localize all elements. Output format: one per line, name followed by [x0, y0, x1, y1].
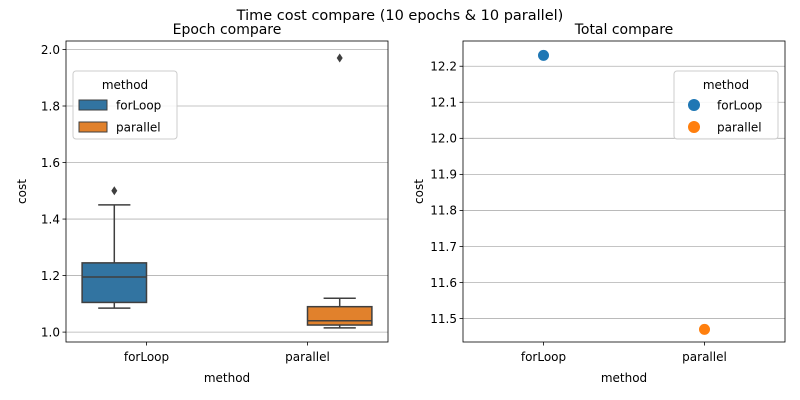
epoch-ytick-label: 1.6 [41, 156, 60, 170]
total-ytick-label: 12.1 [430, 96, 457, 110]
scatter-point-forLoop [538, 49, 549, 61]
box-forLoop [81, 262, 148, 304]
epoch-ytick-label: 1.0 [41, 325, 60, 339]
scatter-point-parallel [699, 323, 710, 335]
total-legend-frame [673, 70, 779, 140]
legend-swatch-forLoop [78, 99, 108, 111]
total-title: Total compare [574, 22, 674, 38]
epoch-ylabel: cost [15, 179, 29, 204]
legend-marker-parallel [688, 121, 700, 133]
total-xtick-label: parallel [682, 350, 727, 364]
total-ytick-label: 11.6 [430, 276, 457, 290]
total-ylabel: cost [412, 179, 426, 204]
total-ytick-label: 11.8 [430, 204, 457, 218]
box-outlier-forLoop [111, 186, 118, 196]
total-legend-title: method [703, 78, 749, 92]
epoch-ytick-label: 1.8 [41, 99, 60, 113]
legend-marker-forLoop [688, 99, 700, 111]
epoch-ytick-label: 1.4 [41, 212, 60, 226]
legend-label-forLoop: forLoop [717, 98, 762, 112]
legend-label-parallel: parallel [116, 120, 161, 134]
total-legend: method forLoop parallel [673, 70, 779, 140]
total-ytick-label: 11.9 [430, 168, 457, 182]
total-ytick-label: 11.5 [430, 312, 457, 326]
total-ytick-label: 12.0 [430, 132, 457, 146]
epoch-ytick-label: 2.0 [41, 43, 60, 57]
epoch-xtick-label: forLoop [124, 350, 169, 364]
epoch-compare-chart: 1.0 1.2 1.4 1.6 1.8 2.0 forLoop parallel method c… [15, 22, 389, 385]
total-ytick-label: 12.2 [430, 60, 457, 74]
epoch-axes-frame [65, 40, 389, 343]
legend-label-forLoop: forLoop [116, 98, 161, 112]
legend-label-parallel: parallel [717, 120, 762, 134]
total-axes-frame [462, 40, 786, 343]
epoch-ytick-label: 1.2 [41, 269, 60, 283]
epoch-legend: method forLoop parallel [72, 70, 178, 140]
total-compare-chart: 11.5 11.6 11.7 11.8 11.9 12.0 12.1 12.2 forLoop p… [412, 22, 786, 385]
epoch-xlabel: method [204, 371, 250, 385]
epoch-title: Epoch compare [173, 22, 282, 38]
epoch-xtick-label: parallel [285, 350, 330, 364]
total-xtick-label: forLoop [521, 350, 566, 364]
legend-swatch-parallel [78, 121, 108, 133]
total-ytick-label: 11.7 [430, 240, 457, 254]
epoch-legend-title: method [102, 78, 148, 92]
total-xlabel: method [601, 371, 647, 385]
box-outlier-parallel [336, 53, 343, 63]
figure-title: Time cost compare (10 epochs & 10 parall… [236, 8, 564, 24]
box-parallel [306, 305, 373, 326]
